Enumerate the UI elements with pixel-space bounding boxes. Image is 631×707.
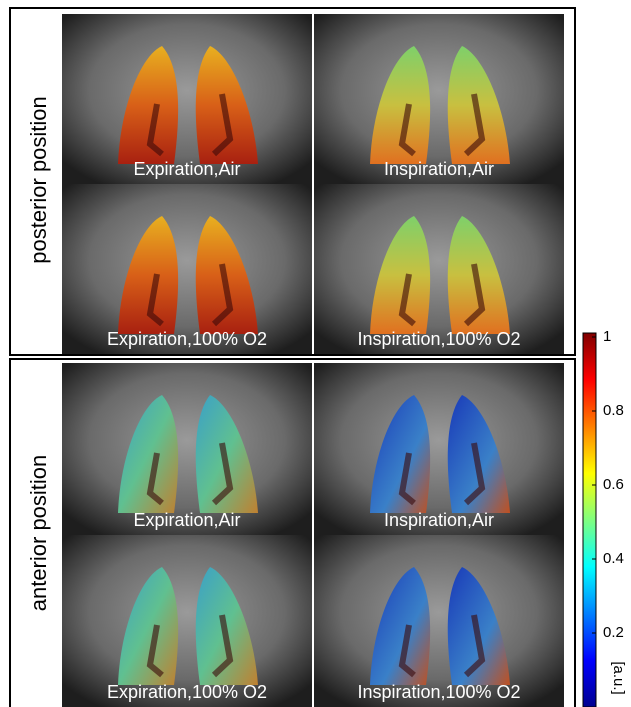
figure: posterior position Expiration,Air Inspirat… xyxy=(0,0,631,707)
mri-image: Expiration,100% O2 xyxy=(62,184,312,354)
image-label: Expiration,100% O2 xyxy=(107,682,267,702)
colorbar xyxy=(583,333,596,707)
image-label: Expiration,Air xyxy=(133,510,240,530)
image-label: Inspiration,Air xyxy=(384,510,494,530)
colorbar-tick-label: 0.6 xyxy=(603,476,624,493)
mri-image: Inspiration,Air xyxy=(314,363,564,535)
mri-image: Inspiration,100% O2 xyxy=(314,535,564,707)
image-label: Inspiration,100% O2 xyxy=(357,329,520,349)
mri-image: Expiration,100% O2 xyxy=(62,535,312,707)
colorbar-tick-label: 0.2 xyxy=(603,624,624,641)
image-label: Expiration,Air xyxy=(133,159,240,179)
mri-image: Expiration,Air xyxy=(62,14,312,184)
mri-image: Inspiration,Air xyxy=(314,14,564,184)
image-label: Inspiration,Air xyxy=(384,159,494,179)
image-label: Inspiration,100% O2 xyxy=(357,682,520,702)
mri-image: Expiration,Air xyxy=(62,363,312,535)
mri-image: Inspiration,100% O2 xyxy=(314,184,564,354)
colorbar-tick-label: 1 xyxy=(603,328,611,345)
position-label: anterior position xyxy=(26,455,51,612)
colorbar-tick-label: 0.8 xyxy=(603,402,624,419)
colorbar-tick-label: 0.4 xyxy=(603,550,624,567)
position-label: posterior position xyxy=(26,96,51,264)
image-label: Expiration,100% O2 xyxy=(107,329,267,349)
page: {"panels": [ {"position": "posterior pos… xyxy=(0,0,631,707)
colorbar-label: [a.u.] xyxy=(610,661,627,694)
